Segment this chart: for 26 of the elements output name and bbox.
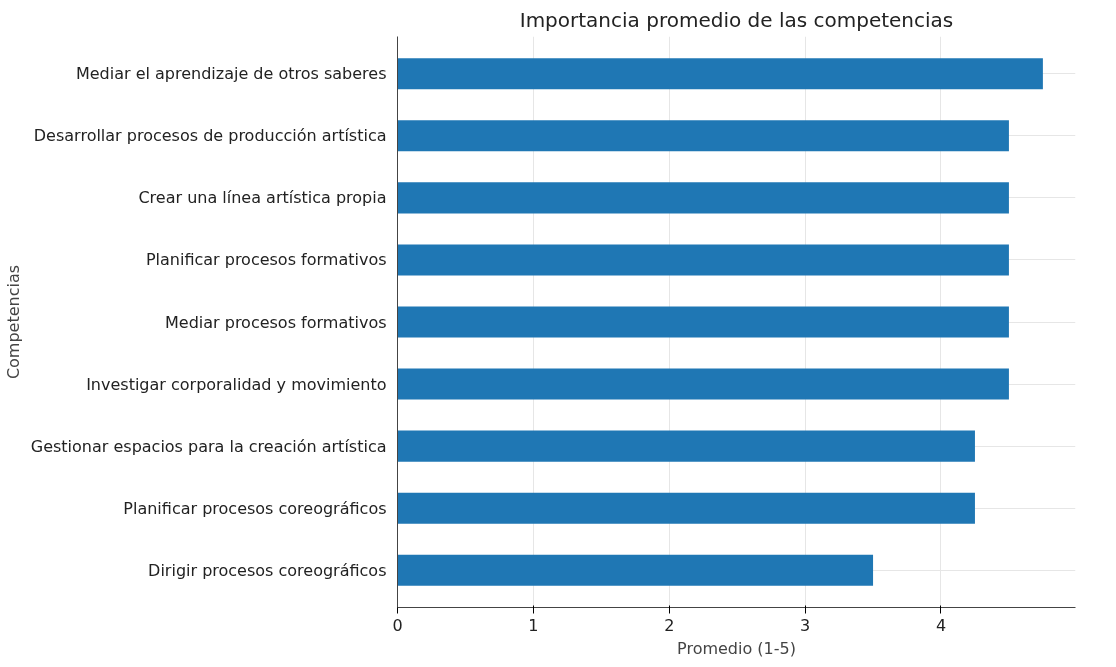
bar bbox=[397, 58, 1043, 90]
chart-title: Importancia promedio de las competencias bbox=[519, 7, 954, 32]
bar bbox=[397, 368, 1009, 400]
bar bbox=[397, 182, 1009, 214]
y-tick-label: Planificar procesos coreográficos bbox=[123, 498, 387, 518]
y-tick-label: Planificar procesos formativos bbox=[145, 250, 387, 270]
y-axis-title: Competencias bbox=[3, 264, 23, 380]
bar bbox=[397, 554, 874, 586]
y-tick-label: Mediar procesos formativos bbox=[165, 312, 387, 332]
bar bbox=[397, 492, 975, 524]
x-tick-label: 2 bbox=[664, 615, 675, 635]
bar bbox=[397, 430, 975, 462]
x-tick-label: 1 bbox=[528, 615, 539, 635]
y-tick-label: Desarrollar procesos de producción artística bbox=[33, 126, 387, 146]
x-axis-title: Promedio (1-5) bbox=[677, 638, 796, 658]
bar bbox=[397, 120, 1009, 152]
y-tick-label: Mediar el aprendizaje de otros saberes bbox=[75, 64, 387, 84]
y-tick-label: Crear una línea artística propia bbox=[138, 188, 387, 208]
y-tick-label: Dirigir procesos coreográficos bbox=[148, 560, 387, 580]
x-tick-label: 3 bbox=[800, 615, 811, 635]
x-tick-label: 0 bbox=[392, 615, 403, 635]
y-tick-label: Investigar corporalidad y movimiento bbox=[86, 374, 387, 394]
y-tick-label: Gestionar espacios para la creación artística bbox=[30, 436, 387, 456]
bar bbox=[397, 306, 1009, 338]
x-tick-label: 4 bbox=[935, 615, 947, 635]
bar bbox=[397, 244, 1009, 276]
